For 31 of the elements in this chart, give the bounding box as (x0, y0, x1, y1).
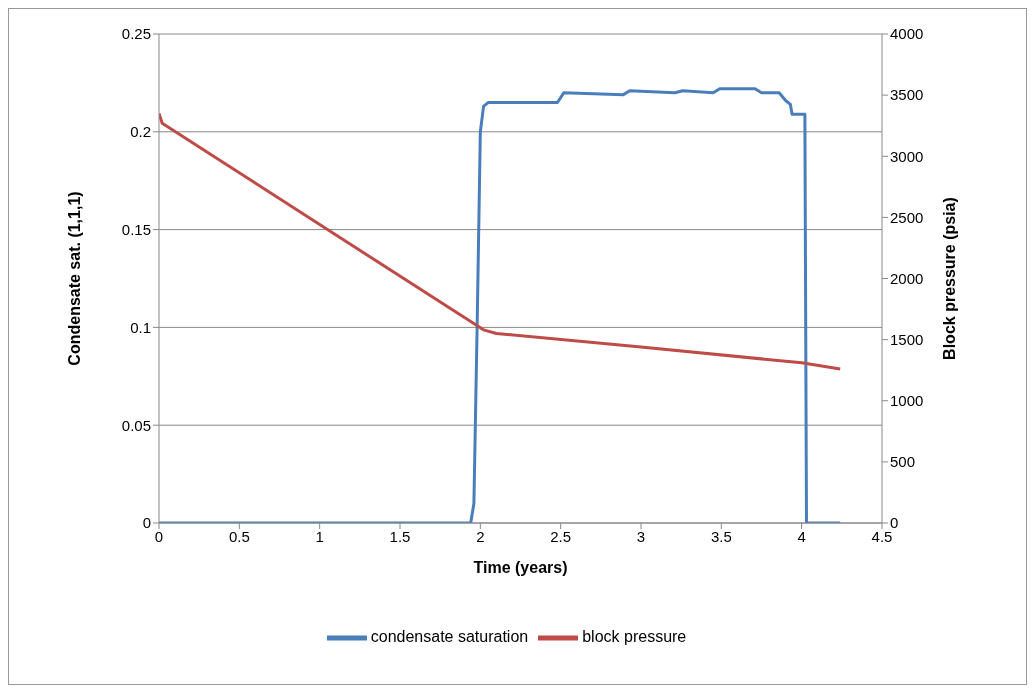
y2-tick-label: 2500 (890, 208, 924, 226)
x-tick-label: 4.5 (871, 527, 893, 545)
legend-label: block pressure (582, 628, 687, 646)
line-series (159, 111, 842, 371)
y2-tick-label: 500 (890, 453, 916, 471)
x-tick-label: 2.5 (550, 527, 572, 545)
x-axis-title: Time (years) (473, 559, 568, 576)
y-tick-label: 0.05 (121, 416, 151, 434)
y-tick-label: 0 (142, 514, 151, 532)
y-tick-label: 0.15 (121, 220, 151, 238)
y-tick-label: 0.2 (130, 123, 151, 141)
x-tick-label: 3.5 (710, 527, 732, 545)
legend-label: condensate saturation (370, 628, 529, 646)
y2-tick-label: 4000 (890, 25, 924, 43)
x-tick-label: 4 (797, 527, 806, 545)
x-tick-label: 0.5 (228, 527, 250, 545)
y2-tick-label: 1500 (890, 330, 924, 348)
y2-axis-title: Block pressure (psia) (940, 197, 958, 360)
x-tick-label: 1 (315, 527, 324, 545)
x-tick-label: 1.5 (389, 527, 411, 545)
x-tick-label: 0 (154, 527, 164, 545)
y2-tick-label: 0 (890, 514, 899, 532)
y-axis-title: Condensate sat. (1,1,1) (65, 191, 83, 366)
x-tick-label: 2 (476, 527, 485, 545)
y2-tick-label: 3000 (890, 147, 924, 165)
y-tick-label: 0.1 (130, 318, 151, 336)
y-tick-label: 0.25 (121, 25, 151, 43)
x-tick-label: 3 (636, 527, 646, 545)
y2-tick-label: 2000 (890, 269, 924, 287)
y2-tick-label: 3500 (890, 86, 924, 104)
y2-tick-label: 1000 (890, 392, 924, 410)
